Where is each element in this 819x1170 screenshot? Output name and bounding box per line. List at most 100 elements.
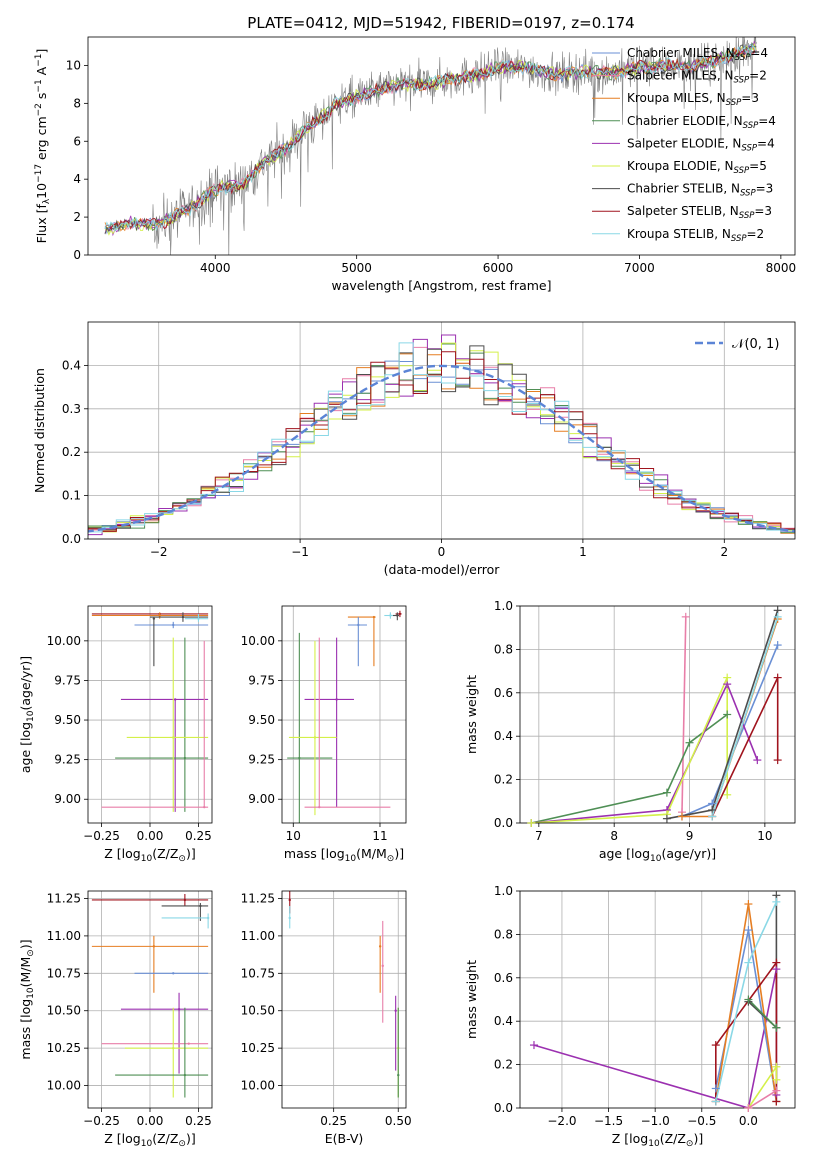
x-tick-label: 0.25 [185, 1114, 212, 1128]
data-point [158, 614, 161, 617]
y-tick-label: 0.4 [494, 729, 513, 743]
axes-frame [87, 36, 796, 256]
x-tick-label: 5000 [341, 261, 372, 275]
data-point [183, 756, 187, 760]
legend-entry: Kroupa MILES, NSSP=3 [627, 91, 759, 108]
x-axis-label: (data-model)/error [384, 562, 501, 577]
y-tick-label: 11.00 [47, 929, 81, 943]
legend-entry: Salpeter MILES, NSSP=2 [627, 69, 767, 86]
x-tick-label: 0.25 [185, 829, 212, 843]
data-point [197, 617, 200, 620]
y-tick-label: 9.75 [248, 673, 275, 687]
legend-entry: Kroupa STELIB, NSSP=2 [627, 227, 764, 244]
weight-line [681, 616, 687, 813]
weight-line [711, 616, 779, 817]
y-axis-label: Normed distribution [32, 368, 47, 493]
y-tick-label: 9.50 [54, 713, 81, 727]
x-tick-label: 10 [286, 829, 301, 843]
y-tick-label: 0.0 [494, 816, 513, 830]
panel-mass_vs_ebv: 0.25 0.50 10.00 10.25 10.50 10.75 11.00 11.25 E(… [241, 890, 412, 1146]
panel-age_vs_Z: −0.25 0.00 0.25 9.00 9.25 9.50 9.75 10.00 Z [log… [18, 605, 213, 864]
panel-mass_weight_vs_Z: −2.0 −1.5 −1.0 −0.5 0.0 0.0 0.2 0.4 0.6 0.8 1.0 Z [… [464, 884, 796, 1149]
y-axis-label: age [log10(age/yr)] [18, 656, 36, 773]
x-tick-label: −1 [291, 545, 309, 559]
data-point [288, 916, 291, 920]
data-point [381, 964, 384, 968]
x-tick-label: −2.0 [547, 1114, 576, 1128]
y-tick-label: 10.00 [241, 634, 275, 648]
y-tick-label: 0.2 [494, 1058, 513, 1072]
plot-area-age_vs_Z [91, 612, 209, 812]
model-line-chabrier-elodie [104, 42, 757, 234]
y-axis-label: Flux [fλ10−17 erg cm−2 s−1 A−1] [34, 49, 52, 244]
plot-area-mass_weight_vs_age [531, 610, 779, 823]
x-tick-label: 8000 [766, 261, 797, 275]
y-tick-label: 8 [73, 96, 81, 110]
figure-title: PLATE=0412, MJD=51942, FIBERID=0197, z=0… [247, 14, 634, 32]
legend-entry: Chabrier ELODIE, NSSP=4 [627, 114, 776, 131]
x-tick-label: −0.25 [83, 829, 120, 843]
x-axis-label: wavelength [Angstrom, rest frame] [331, 278, 551, 293]
data-point [173, 698, 177, 701]
axes-frame [281, 890, 407, 1109]
plot-area-age_vs_mass [287, 610, 402, 823]
y-tick-label: 0.4 [62, 358, 81, 372]
weight-line [711, 677, 779, 817]
weight-line [531, 682, 759, 823]
y-tick-label: 11.25 [241, 891, 275, 905]
weight-line [682, 618, 779, 818]
weight-line [714, 960, 778, 1102]
data-point [172, 972, 175, 975]
model-line-kroupa-stelib [104, 44, 757, 232]
x-tick-label: 7000 [624, 261, 655, 275]
y-tick-label: 11.25 [47, 891, 81, 905]
y-tick-label: 0.8 [494, 642, 513, 656]
panel-residuals: −2 −1 0 1 2 0.0 0.1 0.2 0.3 0.4 (data-model)/error… [32, 321, 796, 577]
y-tick-label: 9.25 [54, 753, 81, 767]
y-tick-label: 10.25 [241, 1041, 275, 1055]
y-tick-label: 0.2 [62, 445, 81, 459]
x-tick-label: 0 [438, 545, 446, 559]
normal-curve [88, 364, 795, 533]
y-tick-label: 0.2 [494, 773, 513, 787]
data-point [397, 1073, 400, 1077]
y-tick-label: 10.00 [47, 1079, 81, 1093]
y-tick-label: 1.0 [494, 884, 513, 898]
x-tick-label: 0.25 [320, 1114, 347, 1128]
y-tick-label: 0.6 [494, 971, 513, 985]
model-line-salpeter-elodie [104, 41, 757, 237]
data-point [394, 1009, 397, 1012]
x-tick-label: 11 [372, 829, 387, 843]
panel-mass_weight_vs_age: 7 8 9 10 0.0 0.2 0.4 0.6 0.8 1.0 age [log10(age/yr… [464, 599, 796, 864]
x-axis-label: Z [log10(Z/Z⊙)] [612, 1131, 703, 1149]
data-point [398, 612, 402, 616]
x-tick-label: −2 [150, 545, 168, 559]
panel-mass_vs_Z: −0.25 0.00 0.25 10.00 10.25 10.50 10.75 11.00 11… [18, 890, 213, 1149]
x-tick-label: −0.5 [687, 1114, 716, 1128]
y-tick-label: 6 [73, 134, 81, 148]
x-tick-label: 1 [579, 545, 587, 559]
y-tick-label: 0.4 [494, 1014, 513, 1028]
y-tick-label: 9.00 [248, 792, 275, 806]
x-tick-label: 0.00 [137, 1114, 164, 1128]
y-tick-label: 9.50 [248, 713, 275, 727]
weight-line [747, 1089, 777, 1108]
x-tick-label: 0.0 [739, 1114, 758, 1128]
data-point [335, 698, 338, 701]
data-point [187, 1042, 190, 1045]
y-axis-label: mass weight [464, 675, 479, 754]
weight-line [747, 998, 777, 1029]
legend-entry: Salpeter ELODIE, NSSP=4 [627, 136, 775, 153]
y-tick-label: 9.00 [54, 792, 81, 806]
x-tick-label: −0.25 [83, 1114, 120, 1128]
x-tick-label: 6000 [483, 261, 514, 275]
data-point [172, 1046, 175, 1050]
x-tick-label: 10 [757, 829, 772, 843]
data-point [199, 904, 202, 908]
data-point [152, 617, 156, 620]
plot-area-spectrum [104, 37, 757, 255]
y-tick-label: 10.50 [47, 1004, 81, 1018]
y-tick-label: 9.25 [248, 753, 275, 767]
data-point [313, 736, 317, 739]
data-point [298, 756, 301, 760]
